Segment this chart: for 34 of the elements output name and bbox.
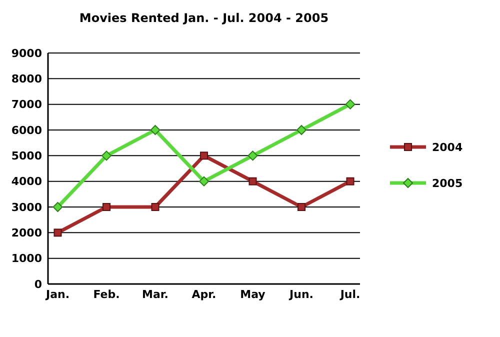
y-tick-label: 9000 (11, 46, 42, 60)
point (199, 176, 209, 186)
point (151, 203, 160, 211)
x-tick-label: May (240, 288, 266, 301)
x-tick-label: Apr. (192, 288, 216, 301)
point (54, 228, 62, 237)
chart-title: Movies Rented Jan. - Jul. 2004 - 2005 (79, 11, 329, 25)
legend-label: 2005 (432, 176, 463, 190)
point (346, 177, 354, 186)
y-tick-label: 7000 (11, 98, 42, 112)
point (345, 99, 356, 110)
y-tick-label: 6000 (11, 124, 42, 137)
y-tick-label: 3000 (11, 200, 42, 214)
y-tick-label: 8000 (11, 72, 42, 86)
point (52, 202, 63, 212)
x-tick-label: Mar. (142, 288, 168, 301)
y-tick-label: 2000 (11, 226, 42, 240)
x-tick-label: Jan. (44, 288, 70, 301)
y-tick-label: 1000 (11, 252, 42, 266)
point (102, 150, 112, 161)
point (248, 177, 257, 186)
y-tick-label: 4000 (11, 175, 42, 188)
point (296, 125, 306, 135)
y-tick-label: 5000 (11, 150, 42, 163)
x-tick-label: Jul. (339, 288, 360, 301)
y-tick-label: 0 (34, 278, 42, 291)
x-tick-label: Feb. (93, 288, 120, 301)
point (102, 203, 110, 211)
legend-label: 2004 (432, 140, 463, 154)
point (200, 152, 208, 160)
point (248, 150, 258, 161)
x-tick-label: Jun. (288, 288, 314, 301)
point (298, 203, 306, 211)
point (150, 125, 160, 135)
